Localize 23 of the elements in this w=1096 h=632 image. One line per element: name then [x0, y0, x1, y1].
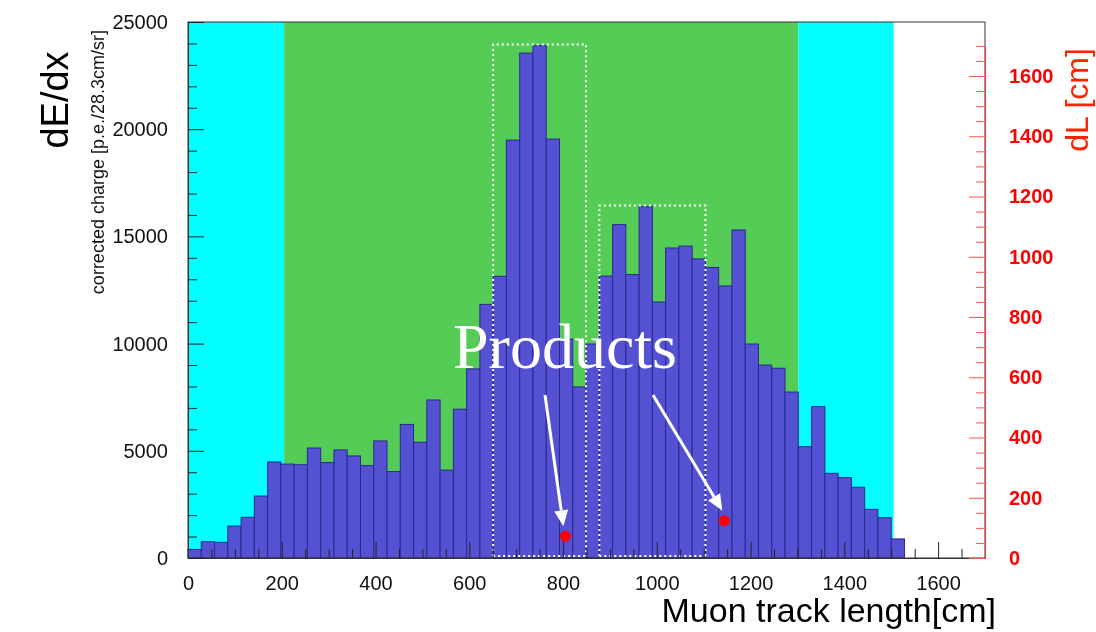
y-tick-label: 15000 — [112, 225, 168, 248]
y2-tick-label: 400 — [1009, 426, 1043, 449]
x-tick-label: 600 — [453, 572, 487, 595]
y2-tick-label: 600 — [1009, 366, 1043, 389]
y-axis-title: corrected charge [p.e./28.3cm/sr] — [88, 30, 108, 295]
y-tick-label: 5000 — [123, 439, 168, 462]
y-tick-label: 20000 — [112, 118, 168, 141]
y2-tick-label: 800 — [1009, 305, 1043, 328]
y2-tick-label: 200 — [1009, 486, 1043, 509]
text: dE/dx — [34, 51, 76, 149]
x-tick-label: 0 — [182, 572, 195, 595]
y-tick-label: 25000 — [112, 10, 168, 33]
y2-tick-label: 1400 — [1009, 125, 1054, 148]
x-tick-label: 800 — [546, 572, 581, 595]
x-tick-label: 200 — [265, 572, 299, 595]
y-tick-label: 0 — [156, 546, 168, 569]
y2-tick-label: 1600 — [1009, 64, 1054, 87]
y2-tick-label: 0 — [1009, 546, 1021, 569]
y2-tick-label: 1200 — [1009, 185, 1054, 208]
y2-axis-title: dL [cm] — [1059, 48, 1095, 152]
y2-tick-label: 1000 — [1009, 245, 1054, 268]
y-tick-label: 10000 — [112, 332, 168, 355]
x-tick-label: 400 — [359, 572, 393, 595]
